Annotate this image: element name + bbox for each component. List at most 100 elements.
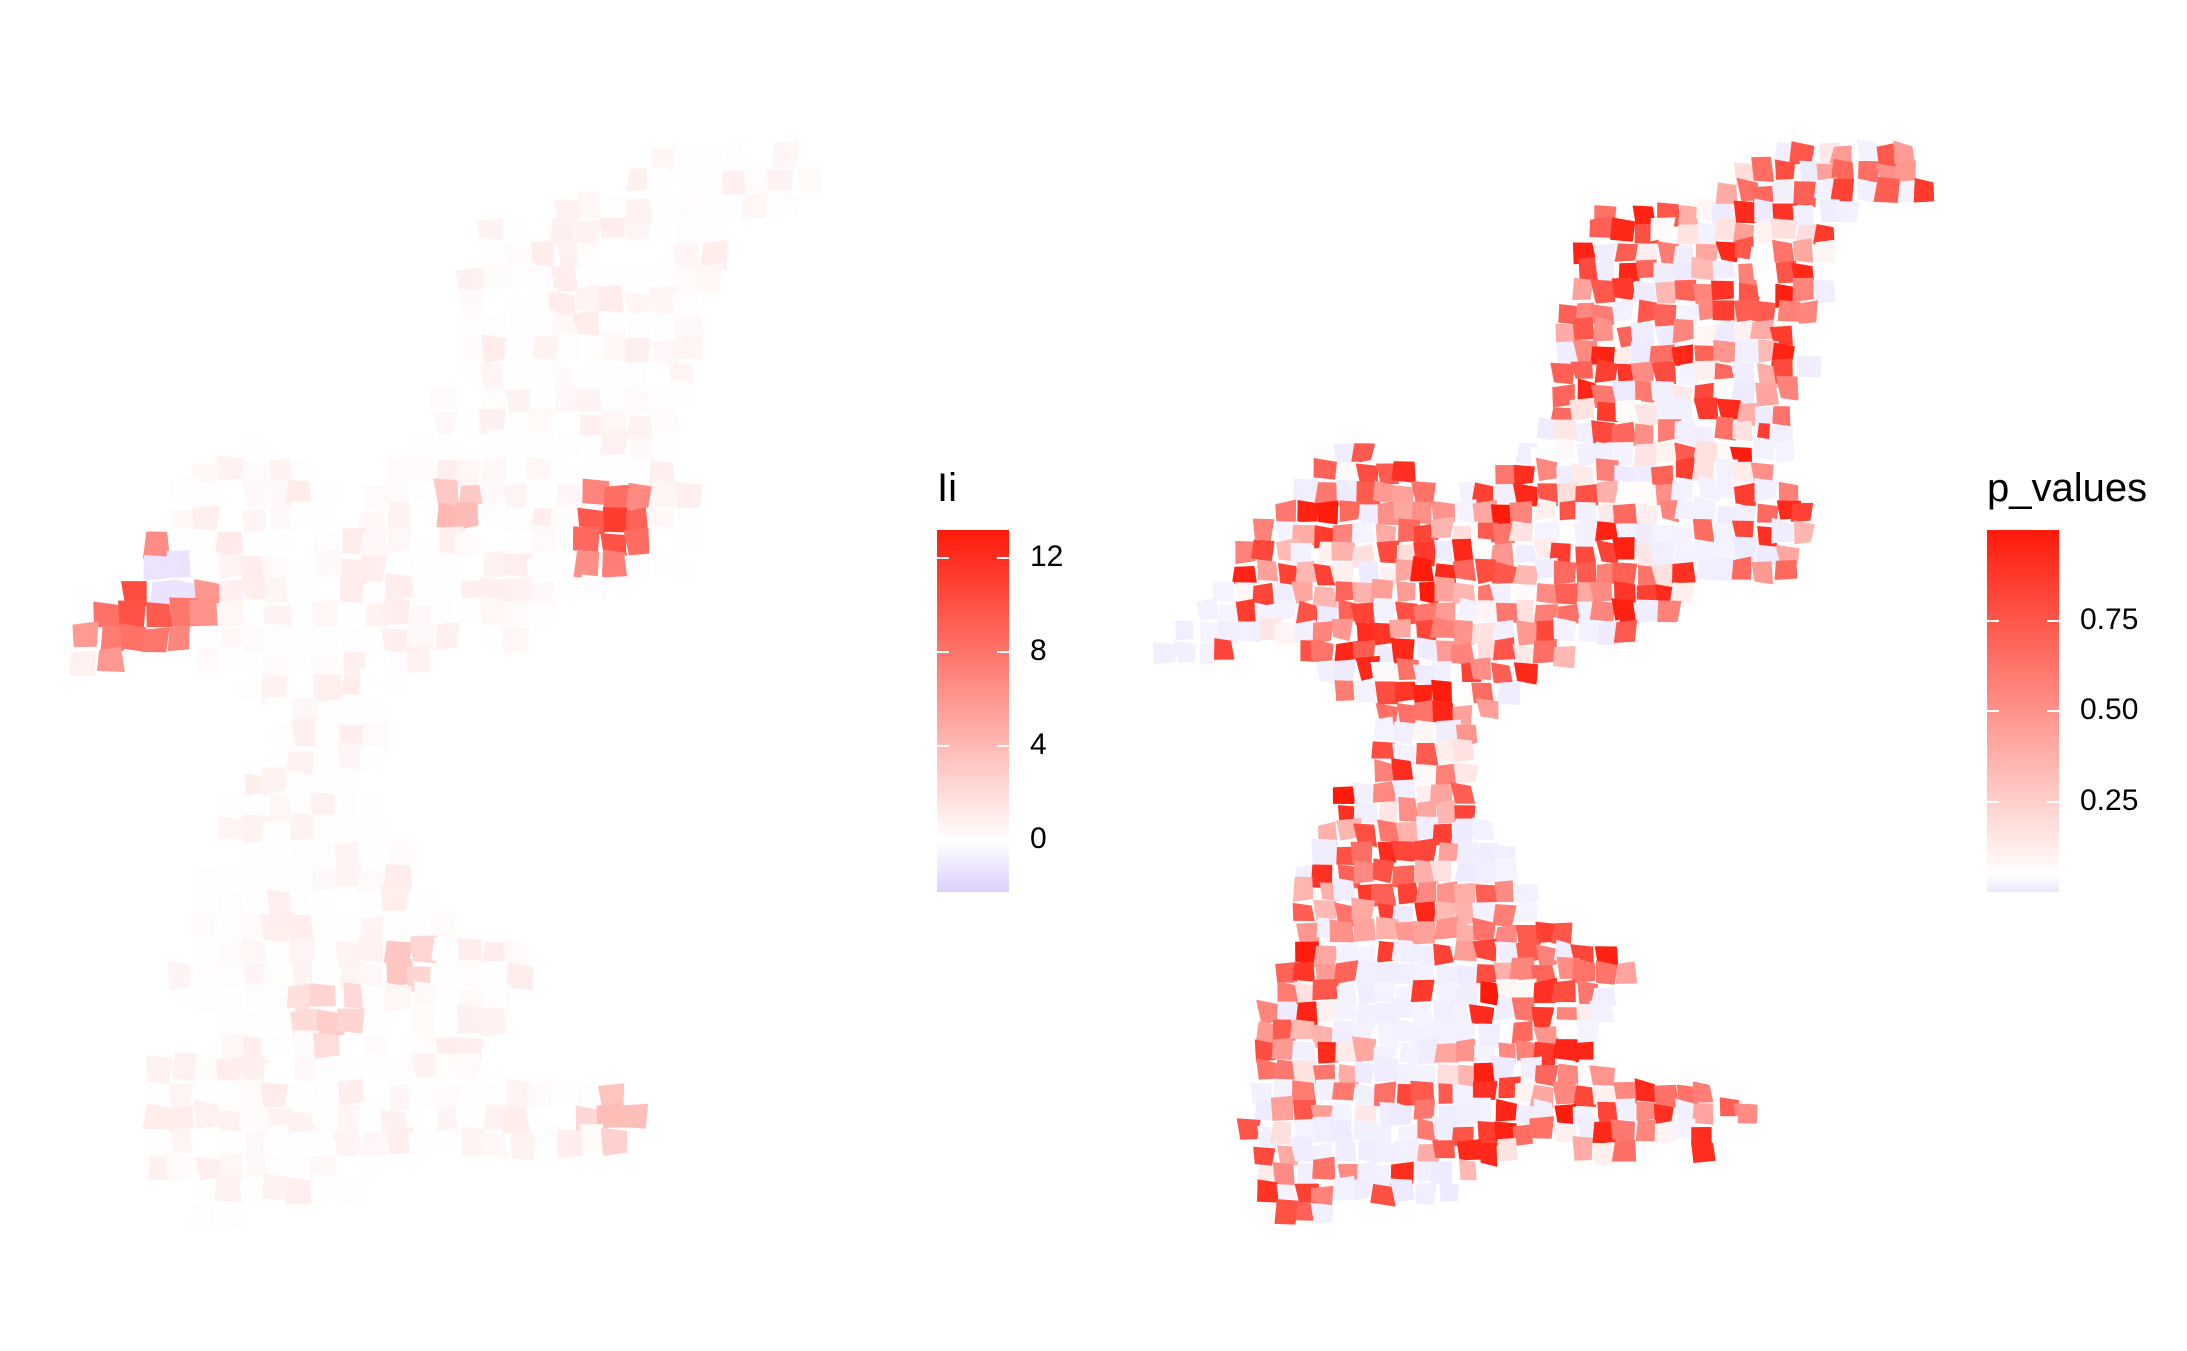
region-polygon	[1497, 1138, 1519, 1162]
region-polygon	[410, 1105, 440, 1134]
region-polygon	[382, 672, 410, 699]
region-polygon	[1672, 562, 1696, 584]
region-polygon	[1635, 599, 1660, 623]
region-polygon	[337, 742, 364, 772]
region-polygon	[1592, 316, 1614, 342]
region-polygon	[1578, 618, 1601, 642]
region-polygon	[1589, 1065, 1615, 1086]
region-polygon	[575, 388, 603, 412]
region-polygon	[1334, 1138, 1357, 1162]
region-polygon	[672, 557, 698, 580]
region-polygon	[1454, 686, 1478, 707]
region-polygon	[141, 627, 170, 653]
region-polygon	[1569, 397, 1595, 421]
region-polygon	[478, 1007, 507, 1037]
region-polygon	[646, 260, 673, 290]
region-polygon	[1652, 303, 1677, 327]
region-polygon	[1359, 504, 1381, 524]
region-polygon	[285, 751, 313, 775]
region-polygon	[1453, 882, 1476, 906]
region-polygon	[460, 625, 487, 655]
region-polygon	[293, 1055, 318, 1084]
region-polygon	[487, 983, 511, 1009]
region-polygon	[1331, 618, 1354, 642]
region-polygon	[1552, 645, 1576, 669]
region-polygon	[501, 358, 530, 386]
region-polygon	[1353, 801, 1378, 824]
region-polygon	[1714, 522, 1737, 546]
region-polygon	[340, 575, 366, 605]
region-polygon	[359, 889, 389, 916]
region-polygon	[1793, 520, 1815, 545]
region-polygon	[1798, 300, 1818, 324]
region-polygon	[241, 432, 270, 460]
region-polygon	[1651, 361, 1677, 385]
region-polygon	[429, 386, 457, 411]
region-polygon	[336, 1176, 365, 1207]
region-polygon	[1657, 600, 1682, 623]
region-polygon	[1410, 481, 1436, 505]
region-polygon	[309, 1102, 338, 1132]
region-polygon	[146, 1132, 175, 1160]
region-polygon	[1572, 277, 1593, 300]
region-polygon	[1513, 464, 1535, 486]
region-polygon	[456, 434, 485, 461]
legend-tick-mark	[2047, 619, 2059, 622]
region-polygon	[1277, 1001, 1298, 1022]
region-polygon	[1335, 461, 1360, 480]
region-polygon	[1257, 1179, 1279, 1203]
region-polygon	[1815, 239, 1836, 263]
region-polygon	[1751, 156, 1775, 183]
ii-legend-title: Ii	[937, 466, 957, 510]
region-polygon	[1614, 243, 1639, 262]
region-polygon	[1669, 582, 1696, 604]
region-polygon	[699, 240, 728, 270]
region-polygon	[388, 910, 416, 937]
region-polygon	[1536, 583, 1559, 605]
region-polygon	[384, 477, 411, 506]
region-polygon	[623, 363, 647, 390]
region-polygon	[1391, 840, 1414, 862]
region-polygon	[215, 1057, 242, 1083]
region-polygon	[360, 983, 389, 1010]
region-polygon	[1552, 1081, 1577, 1105]
region-polygon	[1310, 639, 1334, 663]
legend-tick-mark	[937, 839, 949, 842]
p-values-choropleth-map	[1153, 138, 1935, 1225]
region-polygon	[1430, 516, 1455, 539]
region-polygon	[1769, 325, 1793, 346]
region-polygon	[1534, 519, 1560, 544]
region-polygon	[1775, 544, 1800, 566]
region-polygon	[1836, 201, 1860, 223]
region-polygon	[313, 1079, 340, 1110]
region-polygon	[526, 1080, 553, 1109]
region-polygon	[405, 644, 430, 673]
legend-tick-mark	[1987, 619, 1999, 622]
region-polygon	[1792, 205, 1815, 226]
region-polygon	[1389, 1178, 1415, 1202]
region-polygon	[1670, 479, 1694, 503]
region-polygon	[1595, 960, 1618, 985]
region-polygon	[455, 460, 481, 486]
region-polygon	[312, 599, 338, 628]
region-polygon	[335, 861, 362, 887]
region-polygon	[1456, 1138, 1482, 1161]
region-polygon	[1376, 540, 1400, 564]
region-polygon	[435, 621, 460, 650]
region-polygon	[1450, 818, 1475, 844]
region-polygon	[1732, 420, 1753, 442]
region-polygon	[410, 500, 435, 530]
region-polygon	[1572, 1136, 1593, 1161]
region-polygon	[1411, 943, 1434, 967]
region-polygon	[528, 406, 555, 433]
region-polygon	[1292, 902, 1315, 921]
region-polygon	[1475, 860, 1500, 884]
region-polygon	[1856, 138, 1880, 164]
region-polygon	[1775, 375, 1799, 401]
region-polygon	[312, 548, 343, 577]
region-polygon	[1692, 496, 1716, 523]
region-polygon	[1235, 541, 1257, 565]
region-polygon	[96, 646, 125, 672]
region-polygon	[1333, 659, 1356, 683]
region-polygon	[1792, 277, 1814, 303]
